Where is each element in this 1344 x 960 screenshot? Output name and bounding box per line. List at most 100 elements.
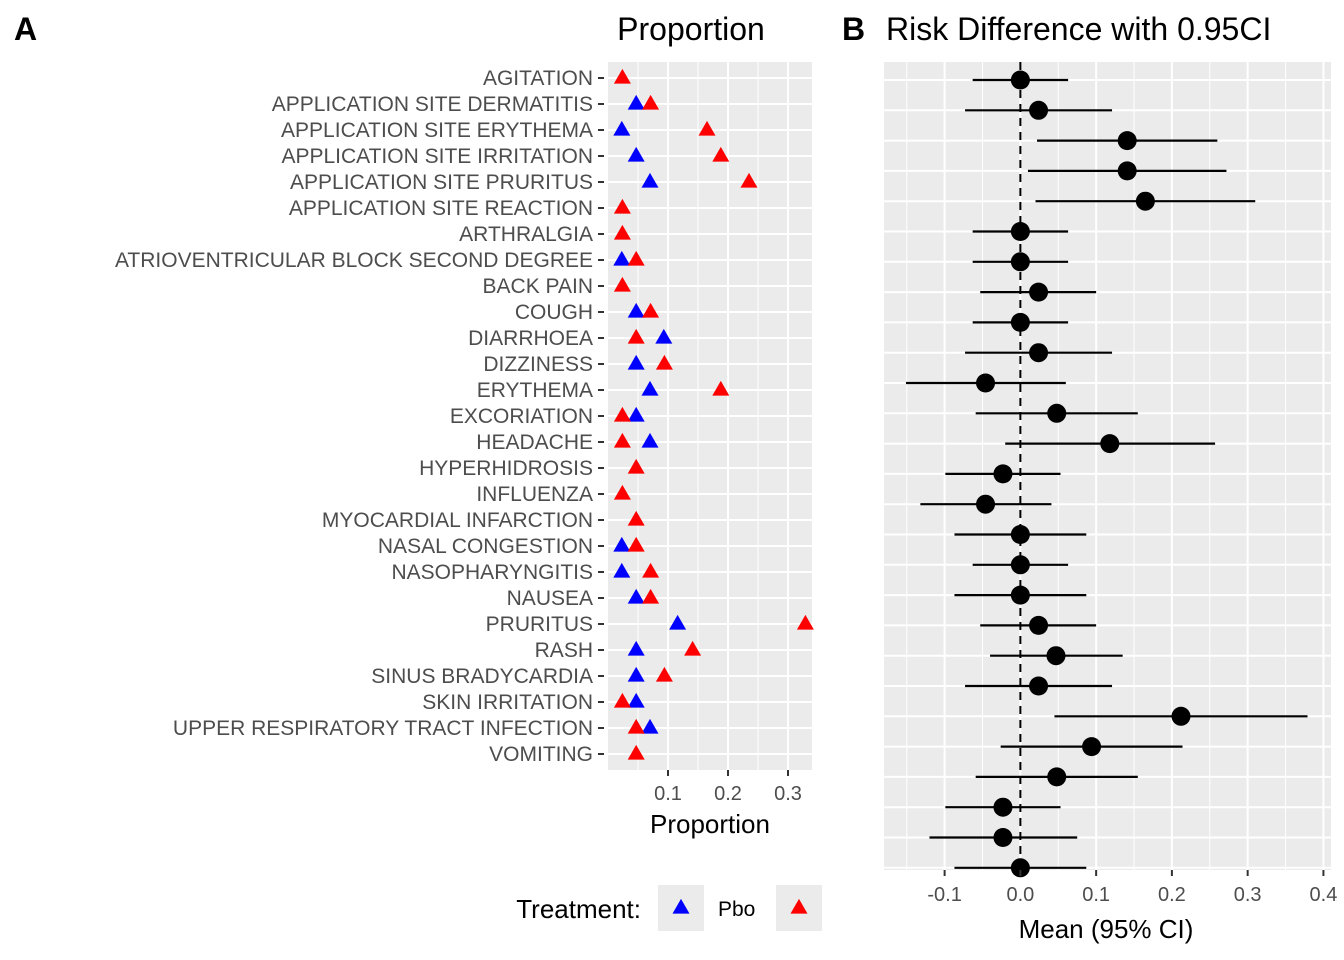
panel-b-x-tick-label: -0.1: [927, 884, 961, 906]
treatment-marker: [613, 432, 631, 448]
treatment-marker: [613, 198, 631, 214]
panel-a-category-labels: AGITATION APPLICATION SITE DERMATITIS APPL…: [115, 67, 604, 766]
panel-a-x-tick-label: 0.1: [654, 783, 682, 805]
treatment-marker: [627, 328, 645, 344]
placebo-marker: [627, 146, 645, 162]
legend-title: Treatment:: [516, 894, 641, 924]
panel-a-markers: [613, 68, 814, 760]
mean-point: [1029, 615, 1049, 635]
category-label: HYPERHIDROSIS: [419, 457, 593, 480]
placebo-marker: [627, 406, 645, 422]
mean-point: [993, 828, 1013, 847]
category-label: INFLUENZA: [476, 483, 593, 506]
placebo-marker: [627, 692, 645, 708]
panel-a-gridlines: [608, 62, 812, 770]
treatment-marker: [642, 588, 660, 604]
category-label: NASOPHARYNGITIS: [392, 561, 594, 584]
treatment-marker: [655, 666, 673, 682]
category-label: ERYTHEMA: [477, 379, 593, 402]
panel-b-x-tick-label: 0.2: [1158, 884, 1186, 906]
mean-point: [1010, 252, 1030, 272]
mean-point: [1047, 403, 1067, 423]
treatment-marker: [655, 354, 673, 370]
treatment-marker: [613, 224, 631, 240]
treatment-marker: [627, 536, 645, 552]
category-label: RASH: [535, 639, 593, 662]
panel-b-x-tick-label: 0.0: [1006, 884, 1034, 906]
placebo-marker: [627, 354, 645, 370]
treatment-marker: [698, 120, 716, 136]
placebo-marker: [641, 432, 659, 448]
mean-point: [1029, 282, 1049, 302]
treatment-marker: [642, 302, 660, 318]
legend: Treatment: Pbo: [516, 885, 822, 931]
panel-b-estimates: [905, 70, 1308, 878]
treatment-marker: [712, 146, 730, 162]
legend-key-treatment-triangle: [790, 898, 808, 914]
panel-a-letter: A: [14, 11, 37, 47]
treatment-marker: [613, 484, 631, 500]
category-label: APPLICATION SITE PRURITUS: [290, 171, 593, 194]
treatment-marker: [642, 94, 660, 110]
treatment-marker: [627, 458, 645, 474]
category-label: VOMITING: [489, 743, 593, 766]
panel-b-x-tick-label: 0.1: [1082, 884, 1110, 906]
mean-point: [993, 464, 1013, 484]
panel-b-letter: B: [842, 11, 865, 47]
mean-point: [1010, 525, 1030, 544]
panel-a-x-tick-label: 0.2: [714, 783, 742, 805]
category-label: APPLICATION SITE DERMATITIS: [272, 93, 593, 116]
panel-a-title: Proportion: [617, 11, 765, 47]
placebo-marker: [613, 250, 631, 266]
mean-point: [1010, 70, 1030, 90]
treatment-marker: [796, 614, 814, 630]
category-label: PRURITUS: [486, 613, 593, 636]
category-label: DIZZINESS: [483, 353, 593, 376]
panel-b-x-tick-label: 0.4: [1310, 884, 1338, 906]
placebo-marker: [655, 328, 673, 344]
mean-point: [1029, 100, 1049, 120]
mean-point: [1010, 312, 1030, 332]
panel-b-title: Risk Difference with 0.95CI: [886, 11, 1271, 47]
category-label: COUGH: [515, 301, 593, 324]
treatment-marker: [627, 718, 645, 734]
treatment-marker: [613, 692, 631, 708]
legend-key-pbo-triangle: [672, 898, 690, 914]
category-label: ATRIOVENTRICULAR BLOCK SECOND DEGREE: [115, 249, 593, 272]
category-label: DIARRHOEA: [468, 327, 593, 350]
placebo-marker: [627, 588, 645, 604]
panel-a-x-axis-title: Proportion: [650, 809, 770, 839]
placebo-marker: [641, 380, 659, 396]
panel-a-x-tick-label: 0.3: [774, 783, 802, 805]
category-label: ARTHRALGIA: [459, 223, 593, 246]
category-label: NASAL CONGESTION: [378, 535, 593, 558]
category-label: UPPER RESPIRATORY TRACT INFECTION: [173, 717, 593, 740]
panel-b-x-ticks: -0.1 0.0 0.1 0.2 0.3 0.4: [927, 870, 1337, 906]
panel-a-x-ticks: 0.1 0.2 0.3: [654, 770, 802, 805]
mean-point: [1100, 434, 1120, 454]
category-label: AGITATION: [483, 67, 593, 90]
placebo-marker: [627, 302, 645, 318]
placebo-marker: [627, 640, 645, 656]
mean-point: [1171, 706, 1191, 726]
placebo-marker: [613, 120, 631, 136]
mean-point: [993, 797, 1013, 817]
category-label: APPLICATION SITE IRRITATION: [281, 145, 593, 168]
treatment-marker: [642, 562, 660, 578]
panel-b-x-tick-label: 0.3: [1234, 884, 1262, 906]
placebo-marker: [641, 718, 659, 734]
mean-point: [1135, 191, 1155, 211]
treatment-marker: [613, 68, 631, 84]
treatment-marker: [627, 744, 645, 760]
placebo-marker: [627, 666, 645, 682]
placebo-marker: [641, 172, 659, 188]
mean-point: [1010, 555, 1030, 575]
mean-point: [976, 494, 996, 514]
mean-point: [1082, 737, 1102, 757]
legend-label-pbo: Pbo: [718, 898, 755, 921]
category-label: HEADACHE: [476, 431, 593, 454]
mean-point: [1010, 222, 1030, 241]
treatment-marker: [613, 406, 631, 422]
panel-b-background: [884, 62, 1331, 870]
